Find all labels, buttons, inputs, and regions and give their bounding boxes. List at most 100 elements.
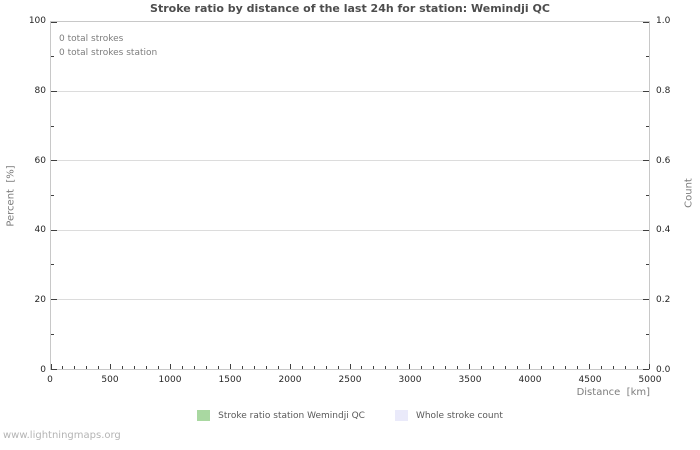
x-minor-tick (552, 366, 554, 369)
y-minor-tick-right (646, 195, 649, 196)
y-major-tick-right (643, 90, 649, 92)
x-major-tick (528, 364, 530, 369)
y-major-tick-right (643, 299, 649, 301)
x-major-tick (170, 364, 172, 369)
y-minor-tick-right (646, 264, 649, 266)
x-minor-tick (612, 366, 614, 369)
y-axis-label-right: Count (683, 178, 695, 208)
y-axis-tick-label-right: 1.0 (656, 16, 671, 26)
gridline (51, 299, 649, 301)
y-major-tick-left (51, 160, 57, 162)
x-minor-tick (194, 366, 196, 369)
y-axis-tick-label-left: 60 (34, 155, 46, 166)
x-major-tick (648, 364, 650, 369)
annotation-total-strokes-station: 0 total strokes station (59, 48, 158, 58)
gridline (51, 229, 649, 231)
x-minor-tick (433, 366, 435, 369)
y-major-tick-left (51, 299, 57, 301)
x-minor-tick (457, 366, 459, 369)
x-minor-tick (504, 366, 506, 369)
legend-item-whole-stroke-count: Whole stroke count (394, 410, 503, 421)
legend-swatch-whole-stroke-count (394, 410, 408, 421)
x-minor-tick (516, 366, 518, 369)
x-major-tick (50, 364, 52, 369)
x-major-tick (229, 364, 231, 369)
x-minor-tick (445, 366, 447, 369)
x-major-tick (469, 364, 471, 369)
x-minor-tick (540, 366, 542, 369)
x-minor-tick (600, 366, 602, 369)
x-major-tick (409, 364, 411, 369)
x-minor-tick (373, 366, 375, 369)
x-axis-tick-label: 500 (101, 375, 119, 385)
y-major-tick-right (643, 21, 649, 23)
x-minor-tick (253, 366, 255, 369)
y-minor-tick-left (51, 56, 54, 58)
x-axis-tick-label: 4000 (518, 375, 542, 385)
x-minor-tick (241, 366, 243, 369)
y-major-tick-left (51, 368, 57, 370)
y-major-tick-left (51, 90, 57, 92)
y-major-tick-left (51, 229, 57, 231)
x-minor-tick (564, 366, 566, 369)
y-axis-tick-label-right: 0.6 (656, 155, 671, 166)
x-minor-tick (481, 366, 483, 369)
y-axis-tick-label-left: 80 (34, 85, 46, 96)
x-minor-tick (397, 366, 399, 369)
x-minor-tick (98, 366, 100, 369)
y-axis-tick-label-left: 40 (34, 225, 46, 236)
x-minor-tick (277, 366, 279, 369)
x-axis-tick-label: 2500 (338, 375, 362, 385)
y-minor-tick-right (646, 333, 649, 335)
x-minor-tick (182, 366, 184, 369)
gridline (51, 160, 649, 162)
y-minor-tick-left (51, 264, 54, 266)
x-axis-label: Distance [km] (576, 387, 650, 398)
x-minor-tick (493, 366, 495, 369)
x-axis-tick-label: 3000 (398, 375, 422, 385)
y-major-tick-left (51, 21, 57, 23)
x-axis-tick-label: 2000 (278, 375, 302, 385)
x-axis-tick-label: 4500 (578, 375, 602, 385)
x-minor-tick (337, 366, 339, 369)
y-axis-tick-label-left: 20 (34, 295, 46, 306)
legend-swatch-stroke-ratio (197, 410, 211, 421)
legend-label-stroke-ratio: Stroke ratio station Wemindji QC (218, 410, 365, 421)
y-major-tick-right (643, 160, 649, 162)
x-minor-tick (385, 366, 387, 369)
x-axis-tick-label: 1000 (158, 375, 182, 385)
y-major-tick-right (643, 368, 649, 370)
x-minor-tick (217, 366, 219, 369)
gridline (51, 90, 649, 92)
y-minor-tick-right (646, 56, 649, 58)
annotation-total-strokes: 0 total strokes (59, 34, 124, 44)
x-minor-tick (134, 366, 136, 369)
x-minor-tick (421, 366, 423, 369)
y-minor-tick-left (51, 125, 54, 127)
x-minor-tick (636, 366, 638, 369)
x-minor-tick (205, 366, 207, 369)
legend-label-whole-stroke-count: Whole stroke count (415, 410, 503, 421)
x-minor-tick (361, 366, 363, 369)
x-major-tick (289, 364, 291, 369)
y-axis-label-left: Percent [%] (5, 165, 17, 227)
y-major-tick-right (643, 229, 649, 231)
x-minor-tick (265, 366, 267, 369)
y-axis-tick-label-right: 0.2 (656, 295, 671, 306)
y-minor-tick-right (646, 125, 649, 127)
y-axis-tick-label-right: 0.8 (656, 85, 671, 96)
x-minor-tick (313, 366, 315, 369)
x-minor-tick (122, 366, 124, 369)
annotation-totals: 0 total strokes 0 total strokes station (59, 32, 157, 60)
x-axis-tick-label: 5000 (638, 375, 662, 385)
y-minor-tick-left (51, 333, 54, 335)
x-axis-tick-label: 1500 (218, 375, 242, 385)
x-minor-tick (158, 366, 160, 369)
x-axis-tick-label: 0 (47, 375, 53, 385)
y-axis-tick-label-left: 100 (28, 16, 46, 26)
x-major-tick (349, 364, 351, 369)
y-axis-tick-label-right: 0.0 (656, 365, 671, 375)
x-minor-tick (624, 366, 626, 369)
x-minor-tick (576, 366, 578, 369)
x-axis-tick-label: 3500 (458, 375, 482, 385)
